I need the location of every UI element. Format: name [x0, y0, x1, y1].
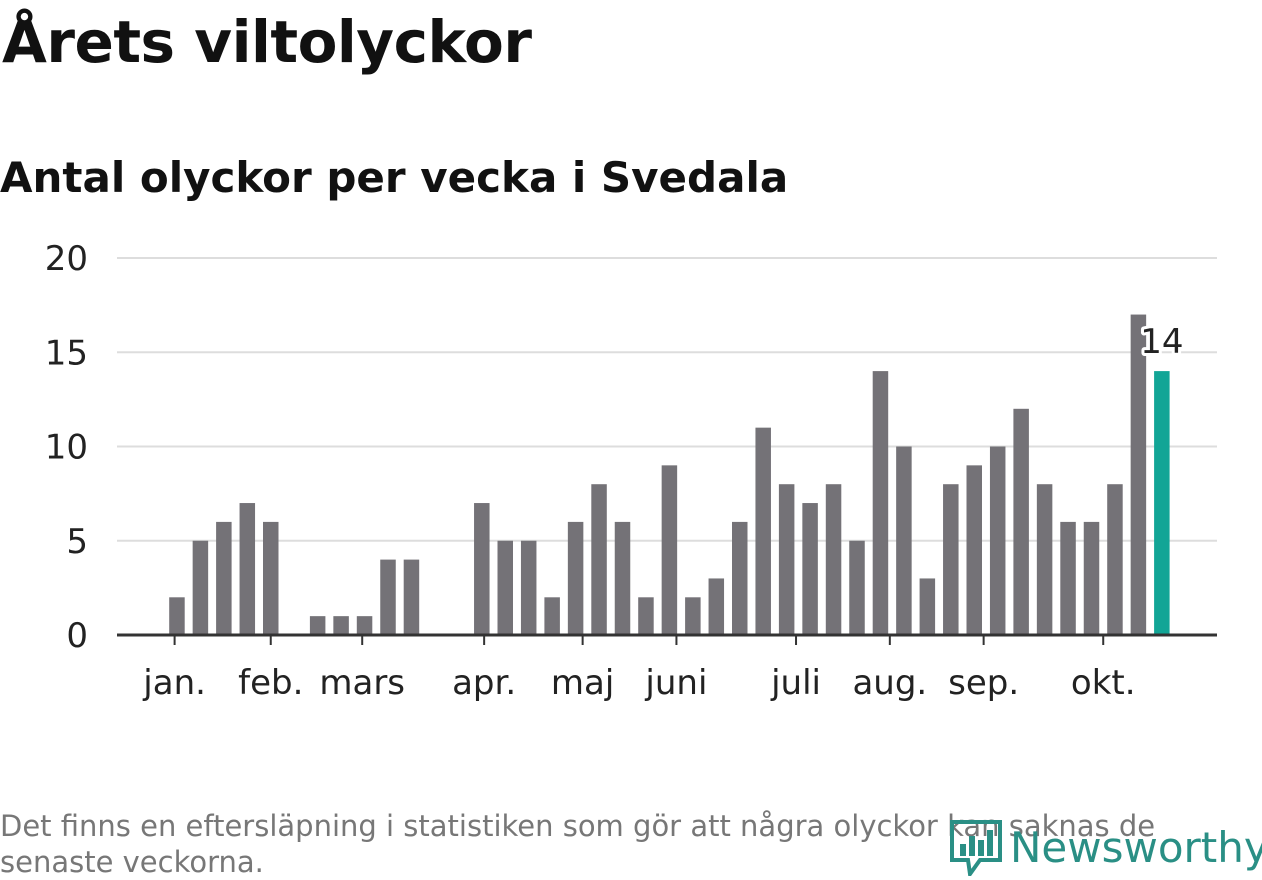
data-label-highlight: 14 [1140, 322, 1183, 362]
bar-week-5 [239, 503, 256, 635]
x-tick-label-juni: juni [644, 663, 707, 703]
bar-chart-logo-icon [950, 820, 1002, 876]
bar-week-18 [544, 597, 560, 635]
bar-week-11 [380, 559, 396, 635]
bar-week-40 [1060, 521, 1076, 635]
bar-week-3 [192, 540, 209, 635]
bar-week-33 [896, 446, 912, 635]
bar-week-9 [333, 616, 349, 635]
x-tick-label-maj: maj [551, 663, 614, 703]
bar-week-41 [1083, 521, 1100, 635]
chart-subtitle: Antal olyckor per vecka i Svedala [0, 153, 789, 202]
bar-week-29 [802, 503, 818, 635]
bar-week-34 [919, 578, 936, 635]
bar-week-25 [708, 578, 725, 635]
bar-week-16 [497, 540, 513, 635]
bar-week-28 [778, 484, 795, 635]
bar-week-20 [591, 484, 607, 635]
bar-chart: 0 5 10 15 20 jan. feb. mars apr. maj juni juli aug. s… [45, 239, 1217, 703]
bar-week-21 [614, 521, 631, 635]
bar-week-19 [567, 521, 584, 635]
x-tick-label-mars: mars [319, 663, 405, 703]
bar-week-8 [309, 616, 326, 635]
bar-week-39 [1036, 484, 1053, 635]
bar-week-12 [403, 559, 420, 635]
y-tick-label-20: 20 [45, 239, 88, 279]
bar-week-36 [966, 465, 982, 635]
y-tick-label-0: 0 [66, 616, 88, 656]
x-tick-label-juli: juli [770, 663, 821, 703]
chart-title: Årets viltolyckor [2, 8, 532, 76]
bar-week-4 [216, 521, 232, 635]
bar-week-26 [732, 521, 748, 635]
x-tick-label-okt: okt. [1071, 663, 1136, 703]
footnote: Det finns en eftersläpning i statistiken… [0, 809, 1156, 879]
logo-text: Newsworthy [1010, 822, 1262, 872]
x-tick-label-aug: aug. [852, 663, 927, 703]
x-tick-label-sep: sep. [948, 663, 1019, 703]
bar-week-37 [989, 446, 1006, 635]
bar-week-15 [474, 503, 490, 635]
bar-week-31 [849, 540, 865, 635]
bar-week-23 [661, 465, 678, 635]
bar-week-22 [638, 597, 654, 635]
bar-week-27 [755, 427, 771, 635]
x-tick-label-feb: feb. [238, 663, 303, 703]
x-tick-label-apr: apr. [452, 663, 516, 703]
bar-week-30 [825, 484, 842, 635]
bar-week-42 [1107, 484, 1123, 635]
bar-week-38 [1013, 408, 1029, 635]
y-tick-label-15: 15 [45, 333, 88, 373]
newsworthy-logo: Newsworthy [950, 818, 1262, 876]
bar-week-44 [1154, 371, 1170, 635]
y-tick-label-10: 10 [45, 428, 88, 468]
bar-week-2 [169, 597, 185, 635]
y-tick-label-5: 5 [66, 522, 88, 562]
bar-week-10 [356, 616, 373, 635]
bar-week-32 [872, 371, 889, 635]
bar-week-6 [263, 521, 279, 635]
bar-week-35 [943, 484, 959, 635]
bar-week-17 [520, 540, 537, 635]
bar-week-24 [685, 597, 701, 635]
bar-week-43 [1130, 314, 1147, 635]
x-tick-label-jan: jan. [142, 663, 206, 703]
